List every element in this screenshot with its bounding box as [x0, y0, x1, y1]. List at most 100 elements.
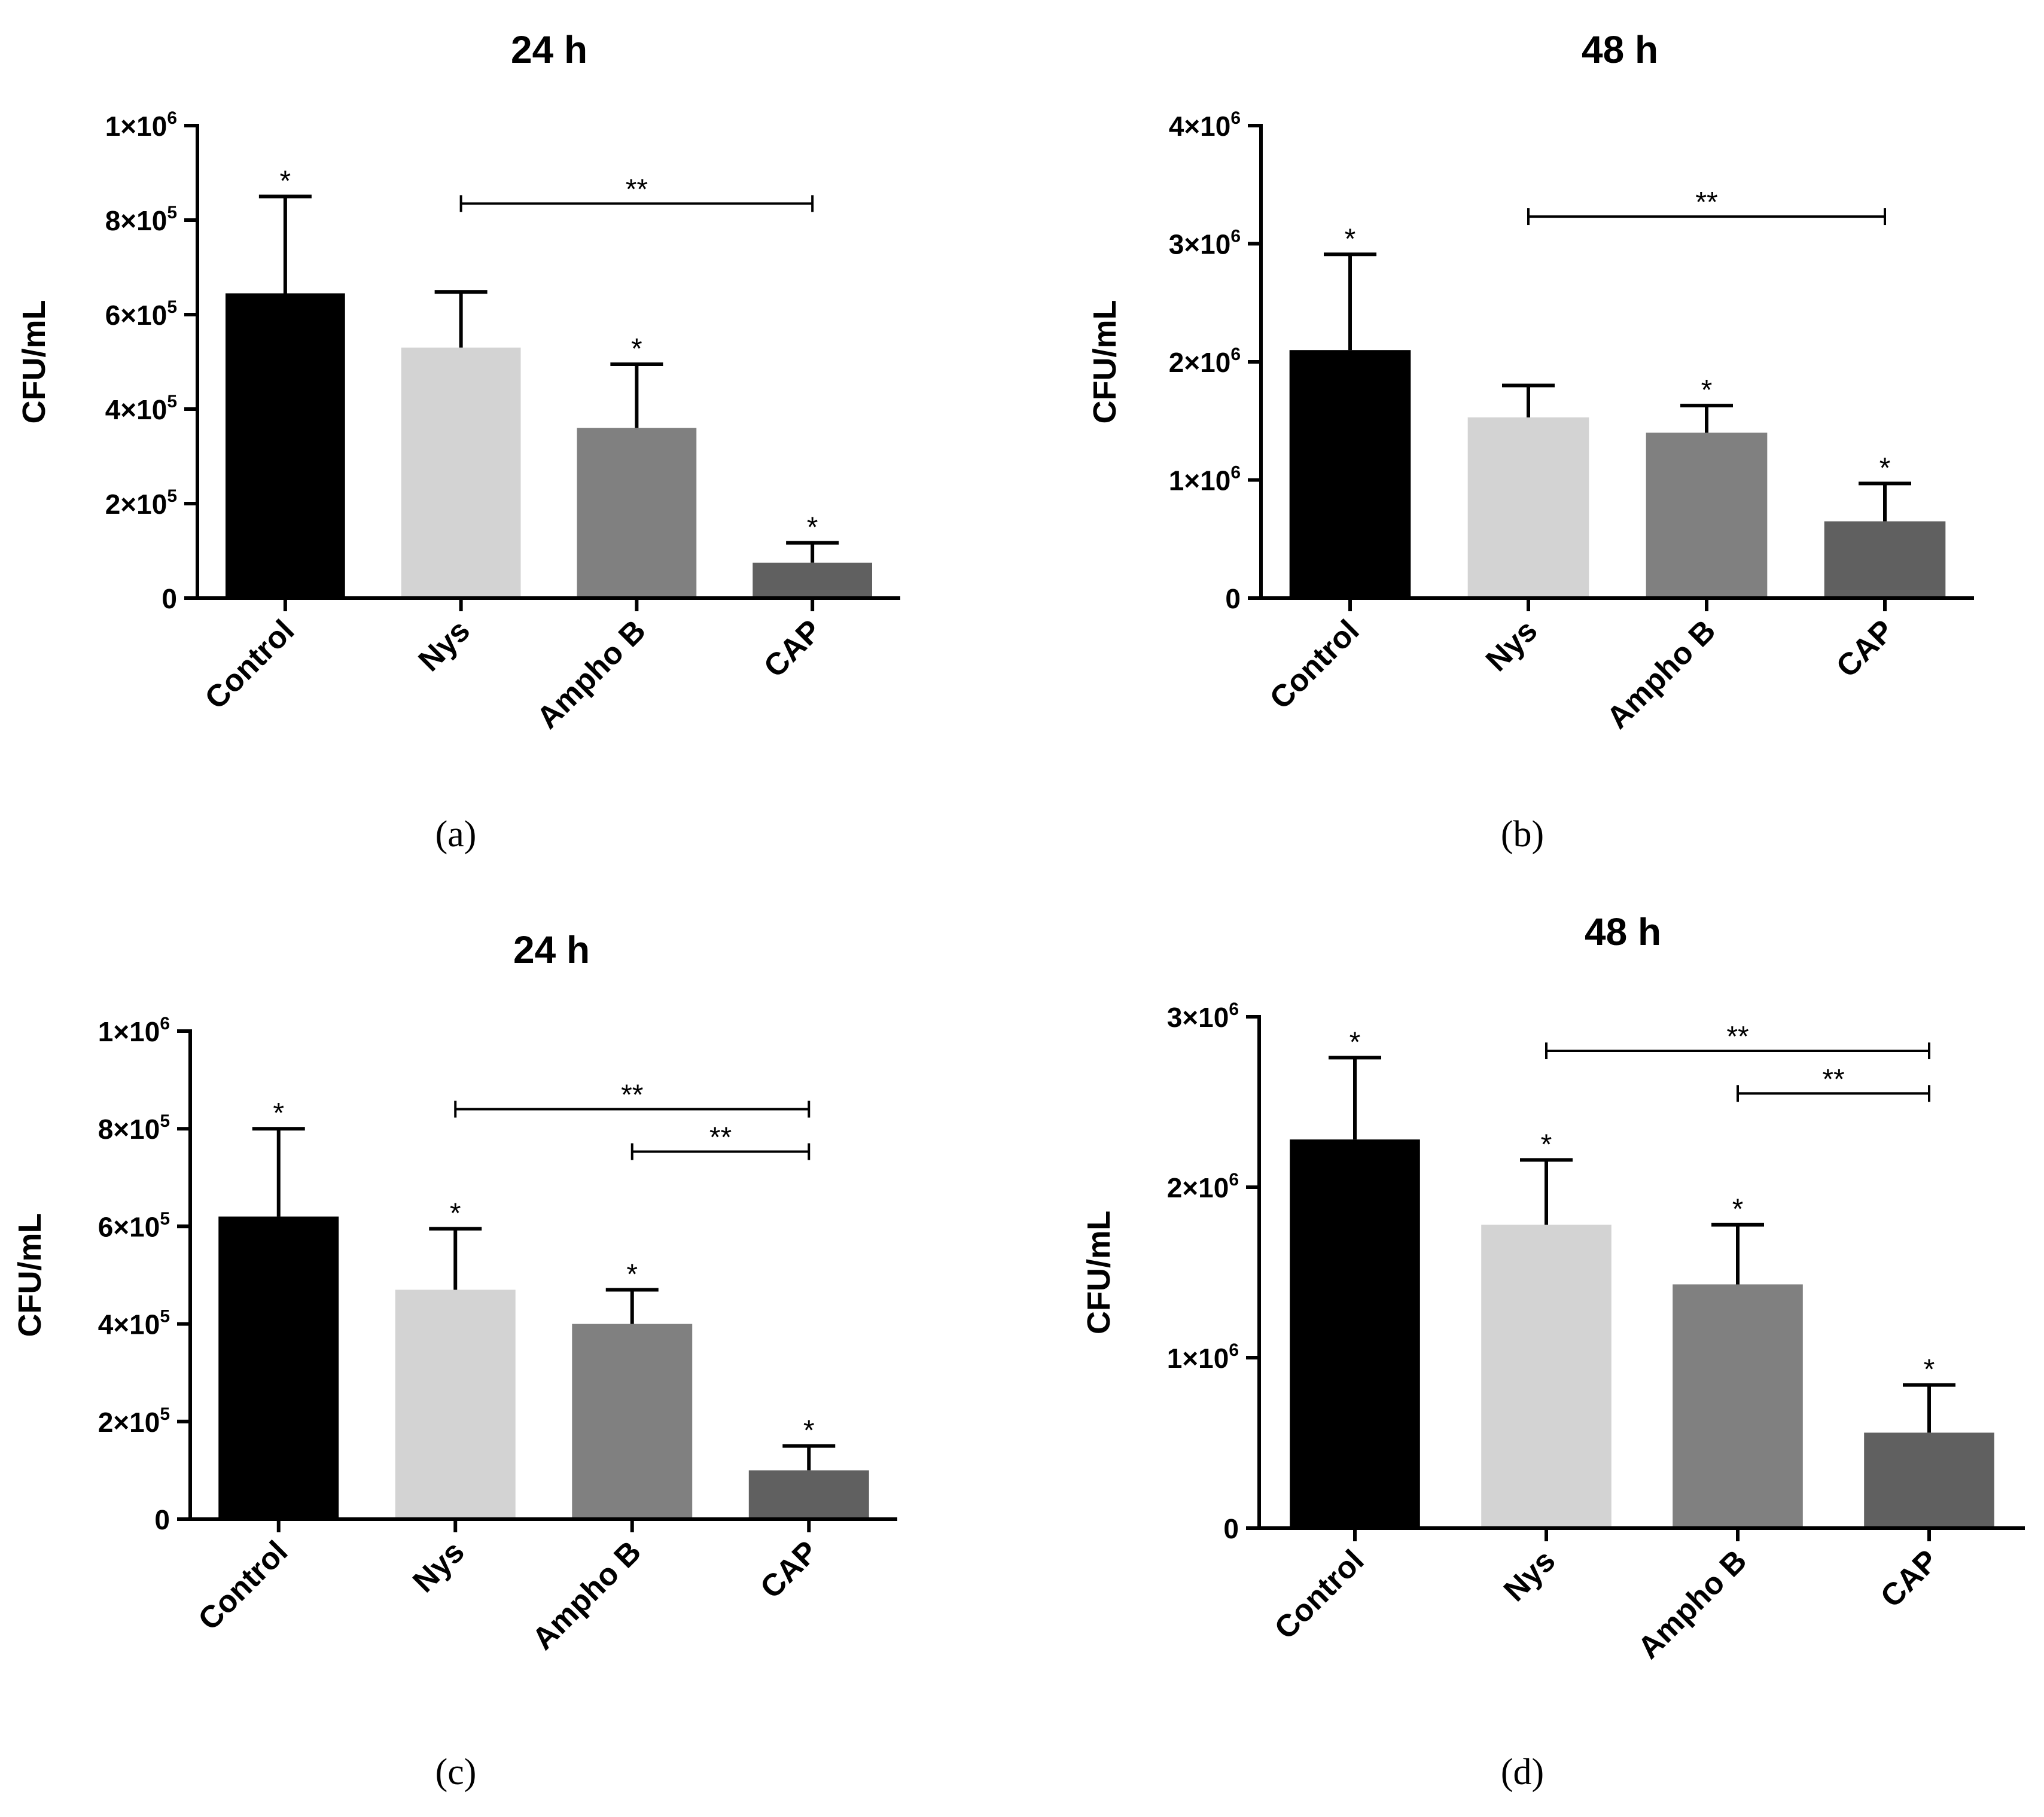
panel-label: (c) [435, 1752, 477, 1792]
x-tick-label: Control [192, 1534, 295, 1637]
y-tick-label: 4×105 [98, 1307, 170, 1340]
x-tick-label: Control [199, 613, 301, 716]
error-bar [1903, 1383, 1955, 1433]
y-axis-label: CFU/mL [1087, 300, 1123, 424]
bar-cap [748, 1470, 869, 1519]
error-bar [1711, 1222, 1764, 1285]
bar-cap [753, 562, 872, 598]
y-tick-label: 6×105 [98, 1209, 170, 1242]
bar-nys [401, 347, 521, 598]
panel-label: (b) [1501, 814, 1544, 855]
bar-nys [1481, 1224, 1612, 1528]
significance-bracket: ** [1527, 187, 1886, 225]
error-bar [1324, 252, 1376, 350]
y-tick-label: 1×106 [1169, 463, 1241, 496]
y-tick-label: 0 [154, 1504, 170, 1535]
error-bar [429, 1227, 482, 1290]
x-tick-label: CAP [1830, 613, 1901, 684]
significance-label: ** [1695, 187, 1717, 218]
y-tick-label: 2×106 [1167, 1170, 1239, 1203]
x-tick-label: Nys [1497, 1543, 1562, 1608]
significance-label: ** [621, 1080, 643, 1111]
error-bar [1329, 1056, 1381, 1140]
bar-cap [1824, 521, 1946, 598]
significance-bracket: ** [459, 173, 814, 212]
chart-title: 48 h [1585, 910, 1661, 953]
y-tick-label: 8×105 [105, 203, 177, 236]
y-tick-label: 2×105 [98, 1404, 170, 1438]
error-bar [434, 290, 488, 348]
significance-bracket: ** [1737, 1063, 1930, 1102]
y-tick-label: 0 [1223, 1513, 1239, 1544]
panel-c: 24 h(c)CFU/mL********02×1054×1056×1058×1… [12, 928, 897, 1792]
bar-ampho-b [1646, 432, 1768, 598]
significance-asterisk: * [450, 1197, 461, 1229]
significance-label: ** [1822, 1063, 1844, 1095]
significance-asterisk: * [273, 1097, 284, 1129]
error-bar [1502, 383, 1555, 417]
error-bar [258, 194, 312, 294]
significance-asterisk: * [1350, 1026, 1361, 1058]
x-tick-label: CAP [754, 1534, 825, 1605]
x-tick-label: Control [1268, 1543, 1371, 1646]
x-tick-label: Ampho B [530, 613, 652, 735]
x-tick-label: Nys [406, 1534, 471, 1599]
significance-asterisk: * [1541, 1129, 1552, 1160]
significance-asterisk: * [1879, 452, 1891, 484]
chart-title: 24 h [513, 928, 590, 971]
y-axis-label: CFU/mL [16, 300, 52, 424]
y-tick-label: 4×106 [1169, 108, 1241, 142]
significance-asterisk: * [631, 333, 642, 365]
y-tick-label: 0 [1225, 583, 1241, 614]
bar-nys [1467, 417, 1589, 598]
x-tick-label: Ampho B [1600, 613, 1722, 735]
y-tick-label: 3×106 [1167, 999, 1239, 1033]
y-axis-label: CFU/mL [12, 1214, 48, 1337]
significance-label: ** [1726, 1021, 1748, 1053]
y-tick-label: 1×106 [98, 1014, 170, 1047]
error-bar [1859, 481, 1911, 522]
bar-ampho-b [572, 1324, 693, 1519]
x-tick-label: Nys [412, 613, 477, 678]
panel-b: 48 h(b)CFU/mL*****01×1062×1063×1064×106C… [1087, 28, 1974, 855]
panel-a: 24 h(a)CFU/mL*****02×1054×1056×1058×1051… [16, 28, 900, 855]
y-tick-label: 2×106 [1169, 345, 1241, 378]
error-bar [786, 541, 839, 563]
bar-control [1289, 350, 1411, 598]
significance-label: ** [709, 1122, 732, 1154]
significance-asterisk: * [626, 1258, 638, 1290]
bar-ampho-b [1673, 1284, 1803, 1528]
error-bar [605, 1288, 659, 1324]
x-tick-label: CAP [757, 613, 828, 684]
error-bar [1680, 404, 1733, 433]
error-bar [782, 1444, 836, 1471]
bar-nys [395, 1289, 516, 1519]
y-tick-label: 6×105 [105, 297, 177, 331]
x-tick-label: Nys [1479, 613, 1544, 678]
chart-title: 24 h [511, 28, 587, 71]
x-tick-label: Control [1263, 613, 1366, 716]
significance-bracket: ** [454, 1080, 811, 1118]
y-tick-label: 2×105 [105, 486, 177, 520]
error-bar [252, 1127, 305, 1217]
panel-d: 48 h(d)CFU/mL********01×1062×1063×106Con… [1081, 910, 2025, 1792]
chart-title: 48 h [1582, 28, 1658, 71]
panel-label: (d) [1501, 1752, 1544, 1792]
significance-asterisk: * [1732, 1194, 1744, 1225]
significance-asterisk: * [1345, 223, 1356, 255]
error-bar [1520, 1158, 1573, 1225]
y-tick-label: 1×106 [1167, 1340, 1239, 1374]
panel-label: (a) [435, 814, 477, 855]
bar-control [1290, 1139, 1420, 1528]
bar-control [218, 1217, 339, 1519]
bar-cap [1864, 1432, 1994, 1528]
significance-asterisk: * [1701, 374, 1713, 406]
error-bar [610, 362, 663, 428]
x-tick-label: CAP [1874, 1543, 1945, 1614]
y-tick-label: 0 [162, 583, 177, 614]
x-tick-label: Ampho B [1631, 1543, 1753, 1665]
y-axis-label: CFU/mL [1081, 1211, 1117, 1334]
significance-asterisk: * [803, 1415, 815, 1447]
y-tick-label: 8×105 [98, 1111, 170, 1145]
x-tick-label: Ampho B [526, 1534, 648, 1656]
